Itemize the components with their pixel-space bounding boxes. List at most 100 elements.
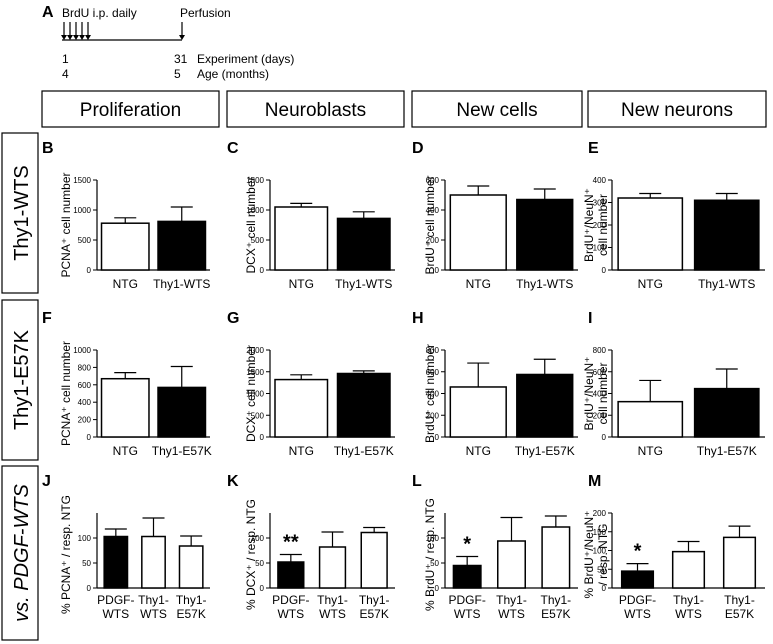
x-tick-label: Thy1-WTS <box>698 277 755 291</box>
x-tick-label: WTS <box>140 607 167 621</box>
panel-letter: C <box>227 140 239 157</box>
x-tick-label: Thy1- <box>176 593 207 607</box>
y-tick-label: 800 <box>78 363 92 372</box>
column-header-new-neurons: New neurons <box>621 100 733 121</box>
age-end: 5 <box>174 67 181 81</box>
chart-panel-l: L% BrdU⁺ / resp. NTG050100PDGF-WTS*Thy1-… <box>412 473 578 621</box>
x-tick-label: WTS <box>624 607 651 621</box>
chart-panel-k: K% DCX⁺ / resp. NTG 050100PDGF-WTS**Thy1-… <box>227 473 395 621</box>
x-tick-label: Thy1-E57K <box>697 444 757 458</box>
y-tick-label: 1000 <box>73 346 91 355</box>
bar <box>693 199 760 271</box>
y-tick-label: 0 <box>260 266 265 275</box>
panel-letter: J <box>42 473 51 490</box>
y-axis-label: % PCNA⁺ / resp. NTG <box>59 495 73 614</box>
y-tick-label: 100 <box>593 547 607 556</box>
y-axis-label: / resp. NTG <box>596 523 610 585</box>
column-header-box <box>226 90 405 128</box>
y-tick-label: 200 <box>426 236 440 245</box>
x-tick-label: Thy1- <box>496 593 527 607</box>
y-tick-label: 500 <box>78 236 92 245</box>
y-tick-label: 0 <box>435 266 440 275</box>
bar <box>620 570 655 589</box>
x-tick-label: PDGF- <box>97 593 134 607</box>
y-axis-label: % BrdU⁺ / resp. NTG <box>423 498 437 611</box>
x-tick-label: WTS <box>498 607 525 621</box>
y-tick-label: 300 <box>593 199 607 208</box>
panel-letter: B <box>42 140 54 157</box>
bar <box>516 373 574 438</box>
bar <box>693 387 760 438</box>
brdu-label: BrdU i.p. daily <box>62 6 137 20</box>
y-tick-label: 400 <box>426 206 440 215</box>
bar <box>449 386 507 438</box>
x-tick-label: NTG <box>638 277 663 291</box>
x-tick-label: WTS <box>454 607 481 621</box>
x-tick-label: E57K <box>725 607 754 621</box>
bar <box>452 564 482 589</box>
column-header-box <box>587 90 767 128</box>
bar <box>336 372 391 438</box>
y-tick-label: 1500 <box>246 368 264 377</box>
panel-letter-a: A <box>42 4 54 21</box>
x-tick-label: Thy1- <box>317 593 348 607</box>
y-tick-label: 0 <box>602 266 607 275</box>
x-tick-label: Thy1-WTS <box>153 277 210 291</box>
bar <box>100 377 150 438</box>
panel-letter: F <box>42 310 52 327</box>
y-tick-label: 0 <box>87 584 92 593</box>
y-tick-label: 2000 <box>246 346 264 355</box>
x-tick-label: NTG <box>466 444 491 458</box>
row-header-thy1-wts: Thy1-WTS <box>11 165 33 261</box>
y-tick-label: 0 <box>87 266 92 275</box>
exp-label: Experiment (days) <box>197 52 294 66</box>
x-tick-label: Thy1-E57K <box>152 444 212 458</box>
x-tick-label: NTG <box>113 277 138 291</box>
bar <box>541 526 571 589</box>
y-tick-label: 800 <box>593 346 607 355</box>
x-tick-label: Thy1- <box>673 593 704 607</box>
bar <box>360 531 388 589</box>
bar <box>449 194 507 271</box>
y-tick-label: 100 <box>78 534 92 543</box>
chart-panel-g: G DCX⁺ cell number 0 500 1000 1500 2000 NTG Thy1… <box>227 310 395 458</box>
x-tick-label: NTG <box>466 277 491 291</box>
y-tick-label: 600 <box>593 368 607 377</box>
brdu-arrows <box>61 22 91 40</box>
row-header-thy1-e57k: Thy1-E57K <box>11 329 33 430</box>
y-tick-label: 800 <box>426 346 440 355</box>
row-header-box <box>1 132 39 294</box>
column-header-box <box>411 90 583 128</box>
y-tick-label: 0 <box>260 584 265 593</box>
significance-marker: * <box>634 541 642 563</box>
exp-start: 1 <box>62 52 69 66</box>
x-tick-label: NTG <box>113 444 138 458</box>
row-header-vs-pdgf-wts: vs. PDGF-WTS <box>11 483 33 621</box>
y-tick-label: 400 <box>78 398 92 407</box>
y-axis-label: BrdU⁺/NeuN⁺ <box>582 188 596 262</box>
bar <box>318 546 347 589</box>
significance-marker: ** <box>283 532 299 554</box>
y-axis-label: cell number <box>596 362 610 424</box>
y-tick-label: 50 <box>82 559 91 568</box>
x-tick-label: PDGF- <box>272 593 309 607</box>
age-label: Age (months) <box>197 67 269 81</box>
x-tick-label: NTG <box>289 444 314 458</box>
x-tick-label: NTG <box>638 444 663 458</box>
bar <box>497 540 526 589</box>
y-tick-label: 0 <box>435 584 440 593</box>
age-start: 4 <box>62 67 69 81</box>
x-tick-label: Thy1- <box>359 593 390 607</box>
y-axis-label: DCX⁺ cell number <box>244 176 258 273</box>
chart-panel-f: F PCNA⁺ cell number 0 200 400 600 800 1000 NTG Th… <box>42 310 212 458</box>
x-tick-label: E57K <box>359 607 388 621</box>
x-tick-label: Thy1-WTS <box>335 277 392 291</box>
x-tick-label: Thy1-E57K <box>515 444 575 458</box>
chart-panel-b: B PCNA⁺ cell number 0 500 1000 1500 NTG Thy1-WT… <box>42 140 210 291</box>
panel-letter: E <box>588 140 599 157</box>
chart-panel-i: I BrdU⁺/NeuN⁺ cell number 0 200 400 600 800 NTG T… <box>582 310 765 458</box>
x-tick-label: E57K <box>541 607 570 621</box>
y-tick-label: 500 <box>251 411 265 420</box>
